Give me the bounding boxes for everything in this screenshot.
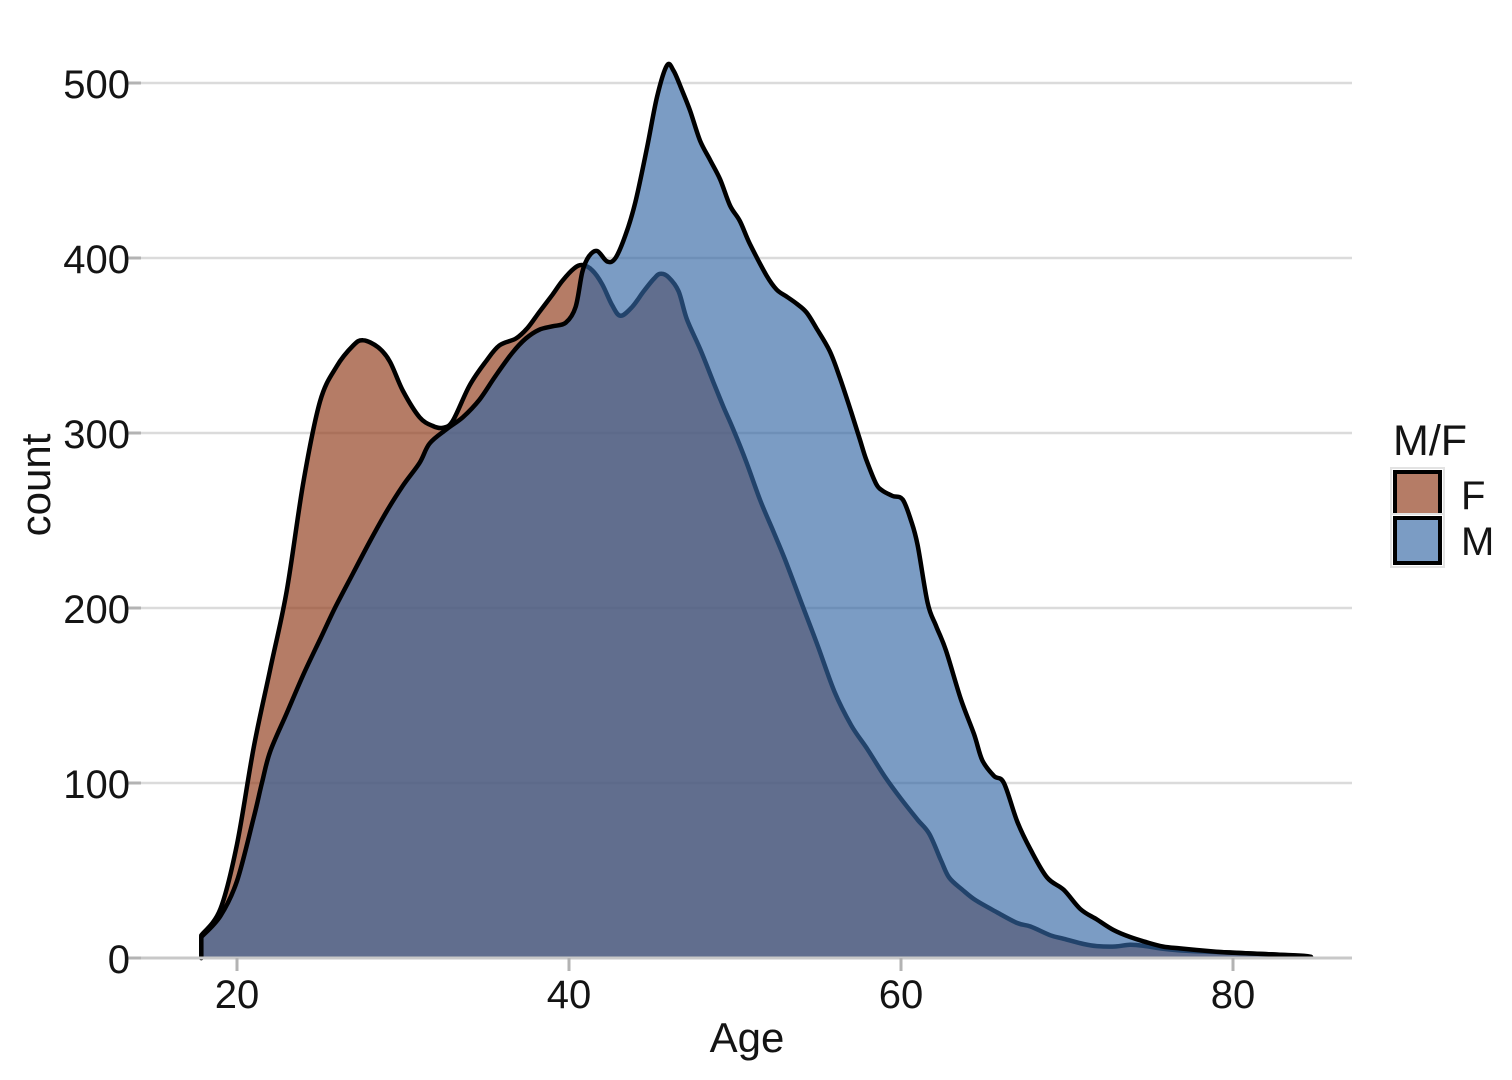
density-area-m xyxy=(201,63,1311,959)
y-tick-label-200: 200 xyxy=(63,588,130,632)
y-tick-label-100: 100 xyxy=(63,763,130,807)
x-axis-title: Age xyxy=(710,1014,785,1061)
y-tick-label-0: 0 xyxy=(108,938,130,982)
x-tick-label-80: 80 xyxy=(1211,973,1256,1017)
legend-item-m: M xyxy=(1390,513,1494,568)
legend-swatch-f xyxy=(1393,470,1442,519)
axis-ticks xyxy=(128,81,1235,971)
y-axis-title: count xyxy=(12,433,59,536)
x-tick-label-60: 60 xyxy=(879,973,924,1017)
legend-title: M/F xyxy=(1393,417,1467,465)
density-areas xyxy=(199,61,1314,961)
x-tick-label-20: 20 xyxy=(215,973,260,1017)
x-tick-label-40: 40 xyxy=(547,973,592,1017)
y-tick-label-400: 400 xyxy=(63,238,130,282)
legend-item-f: F xyxy=(1390,467,1485,522)
density-outline-m xyxy=(199,61,1314,961)
axis-tick-labels: 0 100 200 300 400 500 20 40 60 80 xyxy=(63,63,1255,1017)
legend-label-m: M xyxy=(1461,520,1494,564)
y-tick-label-300: 300 xyxy=(63,413,130,457)
legend: M/F F M xyxy=(1390,417,1494,568)
y-tick-label-500: 500 xyxy=(63,63,130,107)
legend-label-f: F xyxy=(1461,474,1485,518)
legend-swatch-m xyxy=(1393,516,1442,565)
